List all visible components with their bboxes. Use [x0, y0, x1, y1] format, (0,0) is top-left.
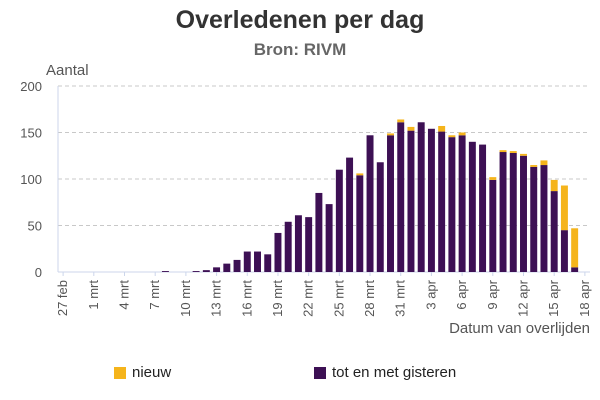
y-tick-label-0: 0: [35, 265, 42, 280]
x-tick-label-10: 28 mrt: [362, 280, 377, 317]
y-tick-label-150: 150: [20, 126, 42, 141]
bar-tot-en-met-gisteren-39: [458, 135, 466, 272]
x-tick-label-7: 19 mrt: [270, 280, 285, 317]
bar-tot-en-met-gisteren-14: [202, 270, 210, 272]
bar-tot-en-met-gisteren-20: [264, 254, 272, 272]
bar-tot-en-met-gisteren-10: [161, 271, 169, 272]
x-tick-label-1: 1 mrt: [86, 280, 101, 310]
x-axis-label: Datum van overlijden: [449, 320, 590, 337]
bar-tot-en-met-gisteren-47: [540, 165, 548, 272]
bar-nieuw-46: [530, 165, 538, 167]
bar-tot-en-met-gisteren-18: [243, 251, 251, 272]
bar-tot-en-met-gisteren-30: [366, 135, 374, 272]
x-tick-label-2: 4 mrt: [117, 280, 132, 310]
bar-nieuw-32: [387, 133, 394, 136]
bar-tot-en-met-gisteren-49: [560, 230, 568, 272]
bar-tot-en-met-gisteren-38: [448, 137, 456, 272]
bar-nieuw-49: [560, 185, 568, 231]
y-tick-label-50: 50: [28, 219, 42, 234]
y-tick-label-200: 200: [20, 79, 42, 94]
bar-tot-en-met-gisteren-44: [509, 152, 517, 272]
y-tick-label-100: 100: [20, 172, 42, 187]
bar-tot-en-met-gisteren-28: [346, 157, 354, 272]
bar-tot-en-met-gisteren-15: [213, 267, 221, 272]
bar-tot-en-met-gisteren-41: [479, 144, 487, 272]
bar-tot-en-met-gisteren-34: [407, 130, 415, 272]
x-tick-label-11: 31 mrt: [393, 280, 408, 317]
legend-swatch-nieuw: [114, 366, 126, 379]
bar-tot-en-met-gisteren-19: [254, 251, 261, 272]
x-tick-label-12: 3 apr: [423, 279, 438, 309]
bar-tot-en-met-gisteren-42: [489, 179, 497, 272]
bar-tot-en-met-gisteren-22: [284, 221, 292, 272]
bar-nieuw-45: [520, 153, 527, 156]
x-tick-label-14: 9 apr: [485, 279, 500, 309]
bar-tot-en-met-gisteren-13: [192, 271, 200, 272]
bar-tot-en-met-gisteren-26: [325, 204, 333, 272]
bar-nieuw-34: [407, 126, 415, 131]
x-tick-label-4: 10 mrt: [178, 280, 193, 317]
x-tick-label-13: 6 apr: [454, 279, 469, 309]
bar-nieuw-44: [509, 151, 517, 153]
x-tick-label-6: 16 mrt: [239, 280, 254, 317]
x-tick-label-0: 27 feb: [55, 280, 70, 316]
x-tick-label-8: 22 mrt: [301, 280, 316, 317]
y-axis-label: Aantal: [46, 62, 89, 79]
bar-tot-en-met-gisteren-16: [223, 263, 231, 272]
legend-item-nieuw[interactable]: nieuw: [114, 364, 171, 381]
x-tick-label-3: 7 mrt: [147, 280, 162, 310]
bar-tot-en-met-gisteren-46: [530, 166, 538, 272]
bar-nieuw-42: [489, 177, 497, 180]
x-tick-label-16: 15 apr: [546, 279, 561, 317]
bar-tot-en-met-gisteren-37: [438, 131, 446, 272]
bar-nieuw-50: [571, 228, 579, 268]
bar-nieuw-33: [397, 119, 405, 123]
bar-tot-en-met-gisteren-17: [233, 259, 241, 272]
x-tick-label-15: 12 apr: [516, 279, 531, 317]
bar-tot-en-met-gisteren-25: [315, 192, 323, 272]
chart-subtitle: Bron: RIVM: [253, 40, 347, 59]
bar-nieuw-47: [540, 160, 548, 166]
bar-tot-en-met-gisteren-50: [571, 267, 579, 272]
chart-title: Overledenen per dag: [175, 6, 425, 34]
bar-tot-en-met-gisteren-48: [550, 191, 558, 272]
x-tick-label-17: 18 apr: [577, 279, 592, 317]
bar-nieuw-29: [356, 173, 364, 176]
bar-nieuw-38: [448, 135, 456, 138]
bar-tot-en-met-gisteren-32: [387, 135, 394, 272]
bar-tot-en-met-gisteren-31: [376, 162, 384, 272]
x-tick-label-9: 25 mrt: [331, 280, 346, 317]
bar-tot-en-met-gisteren-45: [520, 155, 527, 272]
bar-nieuw-37: [438, 125, 446, 132]
bar-tot-en-met-gisteren-36: [427, 128, 435, 272]
x-tick-label-5: 13 mrt: [209, 280, 224, 317]
bar-tot-en-met-gisteren-29: [356, 175, 364, 272]
legend-label-nieuw: nieuw: [132, 364, 172, 381]
bar-nieuw-48: [550, 179, 558, 192]
bar-tot-en-met-gisteren-23: [294, 215, 302, 272]
bar-tot-en-met-gisteren-43: [499, 152, 507, 272]
bar-tot-en-met-gisteren-40: [468, 141, 476, 272]
legend-item-tot-en-met-gisteren[interactable]: tot en met gisteren: [314, 364, 456, 381]
legend-label-tot-en-met-gisteren: tot en met gisteren: [332, 364, 457, 381]
bar-tot-en-met-gisteren-21: [274, 232, 282, 272]
bar-nieuw-39: [458, 132, 466, 136]
bar-tot-en-met-gisteren-24: [305, 217, 313, 272]
bar-nieuw-43: [499, 150, 507, 153]
legend-swatch-tot-en-met-gisteren: [314, 366, 326, 379]
bar-tot-en-met-gisteren-35: [417, 122, 425, 273]
bar-tot-en-met-gisteren-33: [397, 122, 405, 273]
bar-tot-en-met-gisteren-27: [335, 169, 343, 272]
